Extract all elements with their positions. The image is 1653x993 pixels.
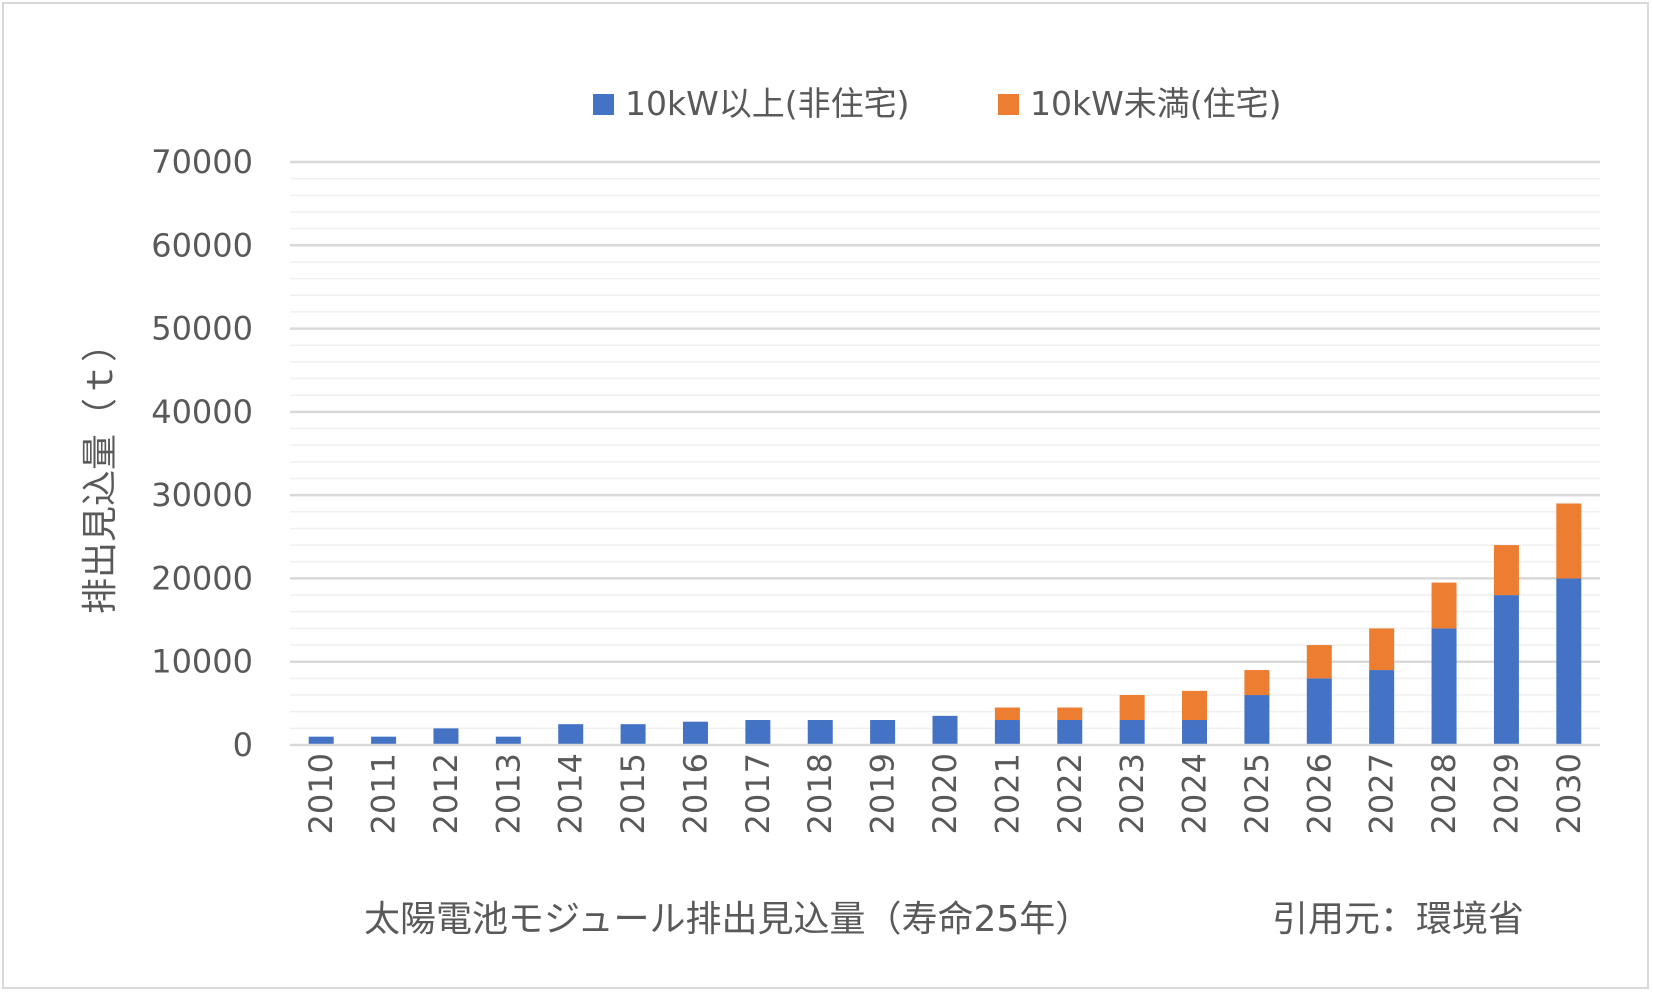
bar-2027-residential xyxy=(1369,628,1395,671)
x-tick-label: 2024 xyxy=(1176,753,1214,834)
x-tick-label: 2014 xyxy=(552,753,590,834)
x-tick-label: 2023 xyxy=(1113,753,1151,834)
x-tick-label: 2010 xyxy=(302,753,340,834)
bar-2017-non-residential xyxy=(745,720,771,745)
bar-2012-non-residential xyxy=(433,728,459,745)
bar-2022-residential xyxy=(1057,707,1083,721)
y-tick-label: 30000 xyxy=(151,476,253,514)
x-tick-label: 2017 xyxy=(739,753,777,834)
y-tick-label: 40000 xyxy=(151,393,253,431)
bar-2013-non-residential xyxy=(495,736,521,745)
bar-2023-non-residential xyxy=(1119,720,1145,745)
bar-2030-non-residential xyxy=(1556,578,1582,745)
x-tick-label: 2012 xyxy=(427,753,465,834)
bar-2018-non-residential xyxy=(807,720,833,745)
x-tick-label: 2025 xyxy=(1238,753,1276,834)
x-tick-label: 2019 xyxy=(864,753,902,834)
x-tick-label: 2030 xyxy=(1550,753,1588,834)
x-tick-label: 2029 xyxy=(1487,753,1525,834)
legend-swatch-non-residential xyxy=(593,94,614,115)
x-axis-title: 太陽電池モジュール排出見込量（寿命25年） xyxy=(364,899,1091,940)
x-tick-label: 2011 xyxy=(365,753,403,834)
bar-2011-non-residential xyxy=(371,736,397,745)
legend-label-non-residential: 10kW以上(非住宅) xyxy=(625,84,909,123)
bar-2029-non-residential xyxy=(1493,595,1519,745)
bar-2030-residential xyxy=(1556,503,1582,579)
bar-2027-non-residential xyxy=(1369,670,1395,745)
y-axis-tick-labels: 0 10000 20000 30000 40000 50000 60000 70000 xyxy=(151,143,253,764)
y-tick-label: 70000 xyxy=(151,143,253,181)
y-tick-label: 50000 xyxy=(151,310,253,348)
bars xyxy=(308,503,1582,745)
bar-2024-non-residential xyxy=(1182,720,1208,745)
x-axis-tick-labels: 2010 2011 2012 2013 2014 2015 2016 2017 2018 2019… xyxy=(302,753,1588,834)
y-tick-label: 10000 xyxy=(151,643,253,681)
x-tick-label: 2018 xyxy=(801,753,839,834)
bar-2021-non-residential xyxy=(994,720,1020,745)
y-tick-label: 0 xyxy=(233,726,253,764)
bar-2016-non-residential xyxy=(682,721,708,745)
legend: 10kW以上(非住宅) 10kW未満(住宅) xyxy=(593,84,1281,123)
x-tick-label: 2022 xyxy=(1051,753,1089,834)
bar-2024-residential xyxy=(1182,690,1208,721)
bar-2014-non-residential xyxy=(558,724,584,745)
bar-2015-non-residential xyxy=(620,724,646,745)
bar-2020-non-residential xyxy=(932,715,958,745)
x-tick-label: 2028 xyxy=(1425,753,1463,834)
gridlines xyxy=(290,160,1600,730)
bar-2025-non-residential xyxy=(1244,695,1270,745)
source-note: 引用元：環境省 xyxy=(1272,899,1524,940)
bar-2029-residential xyxy=(1493,545,1519,596)
legend-label-residential: 10kW未満(住宅) xyxy=(1030,84,1281,123)
bar-2023-residential xyxy=(1119,695,1145,721)
bar-2026-non-residential xyxy=(1306,678,1332,745)
bar-2028-residential xyxy=(1431,582,1457,629)
bar-2025-residential xyxy=(1244,670,1270,696)
bar-2026-residential xyxy=(1306,645,1332,679)
x-tick-label: 2020 xyxy=(926,753,964,834)
bar-2019-non-residential xyxy=(870,720,896,745)
y-tick-label: 20000 xyxy=(151,559,253,597)
legend-swatch-residential xyxy=(998,94,1019,115)
x-tick-label: 2015 xyxy=(614,753,652,834)
x-tick-label: 2016 xyxy=(676,753,714,834)
y-axis-title: 排出見込量（ｔ） xyxy=(80,326,121,614)
x-tick-label: 2021 xyxy=(988,753,1026,834)
bar-2022-non-residential xyxy=(1057,720,1083,745)
bar-2021-residential xyxy=(994,707,1020,721)
bar-2010-non-residential xyxy=(308,736,334,745)
x-tick-label: 2013 xyxy=(489,753,527,834)
x-tick-label: 2027 xyxy=(1363,753,1401,834)
y-tick-label: 60000 xyxy=(151,226,253,264)
bar-2028-non-residential xyxy=(1431,628,1457,745)
x-tick-label: 2026 xyxy=(1300,753,1338,834)
